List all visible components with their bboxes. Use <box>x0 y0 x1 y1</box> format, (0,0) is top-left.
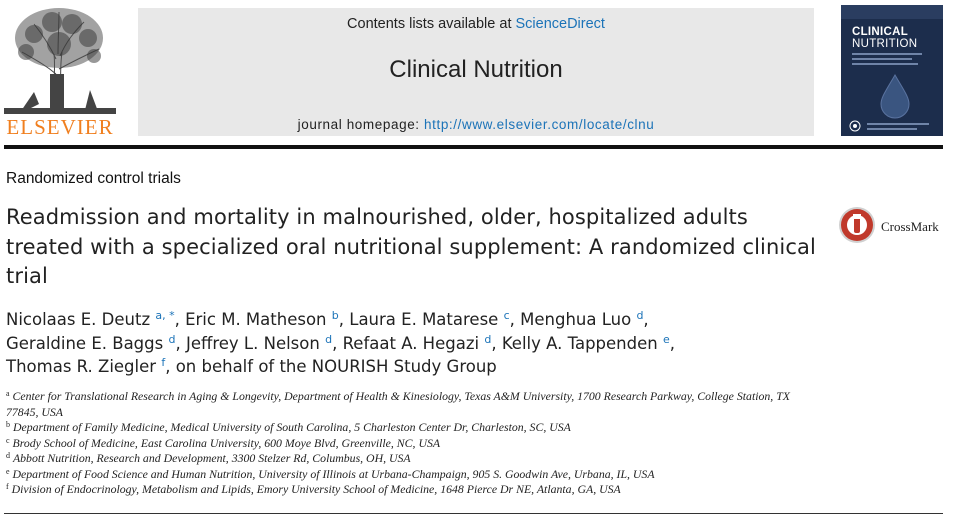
elsevier-logo[interactable] <box>4 4 116 136</box>
author-affiliation-mark[interactable]: d <box>168 332 176 346</box>
author-affiliation-mark[interactable]: a, * <box>155 309 175 322</box>
affiliation-text: Center for Translational Research in Agi… <box>6 389 790 419</box>
homepage-prefix: journal homepage: <box>297 117 425 132</box>
affiliation-letter: c <box>6 435 10 445</box>
journal-banner: Contents lists available at ScienceDirec… <box>138 8 814 136</box>
article-section: Randomized control trials <box>6 170 181 187</box>
author-name[interactable]: Jeffrey L. Nelson <box>185 333 320 353</box>
affiliation-letter: a <box>6 389 10 398</box>
affiliation-list: a Center for Translational Research in A… <box>6 389 816 498</box>
cover-title-line-1: CLINICAL <box>852 26 909 38</box>
contents-line: Contents lists available at ScienceDirec… <box>138 16 814 32</box>
author-list: Nicolaas E. Deutz a, *, Eric M. Matheson… <box>6 309 676 376</box>
study-group: on behalf of the NOURISH Study Group <box>175 357 497 376</box>
affiliation-item: a Center for Translational Research in A… <box>6 389 816 420</box>
author-name[interactable]: Refaat A. Hegazi <box>342 333 480 353</box>
tree-icon <box>4 4 116 116</box>
affiliation-item: c Brody School of Medicine, East Carolin… <box>6 436 816 452</box>
author-name[interactable]: Kelly A. Tappenden <box>501 333 658 353</box>
affiliation-text: Division of Endocrinology, Metabolism an… <box>11 482 621 496</box>
article-title: Readmission and mortality in malnourishe… <box>6 205 816 288</box>
affiliation-text: Department of Food Science and Human Nut… <box>12 466 655 481</box>
author-name[interactable]: Thomas R. Ziegler <box>6 357 157 376</box>
author-affiliation-mark[interactable]: d <box>636 309 644 322</box>
sciencedirect-link[interactable]: ScienceDirect <box>515 16 605 32</box>
contents-prefix: Contents lists available at <box>347 16 516 32</box>
author-name[interactable]: Nicolaas E. Deutz <box>6 310 151 329</box>
publisher-wordmark: ELSEVIER <box>6 115 114 139</box>
author-affiliation-mark[interactable]: b <box>331 309 339 322</box>
crossmark-icon[interactable] <box>837 205 947 245</box>
author-affiliation-mark[interactable]: f <box>161 356 166 369</box>
affiliation-item: d Abbott Nutrition, Research and Develop… <box>6 451 816 467</box>
affiliation-letter: e <box>6 466 10 476</box>
author-affiliation-mark[interactable]: d <box>484 332 492 346</box>
footer-rule <box>4 513 943 514</box>
homepage-line: journal homepage: http://www.elsevier.co… <box>138 117 814 132</box>
crossmark-label[interactable]: CrossMark <box>881 219 939 234</box>
author-name[interactable]: Menghua Luo <box>520 310 632 329</box>
journal-homepage-link[interactable]: http://www.elsevier.com/locate/clnu <box>424 117 655 132</box>
cover-seal-icon <box>849 120 861 132</box>
header-rule <box>4 145 943 149</box>
affiliation-text: Department of Family Medicine, Medical U… <box>12 420 571 434</box>
affiliation-text: Brody School of Medicine, East Carolina … <box>12 435 441 450</box>
cover-drop-icon <box>880 73 910 119</box>
journal-cover[interactable]: CLINICAL NUTRITION <box>841 5 943 136</box>
author-name[interactable]: Eric M. Matheson <box>185 310 327 329</box>
cover-title-line-2: NUTRITION <box>852 38 918 50</box>
author-affiliation-mark[interactable]: c <box>503 309 510 322</box>
affiliation-letter: d <box>6 451 10 460</box>
author-name[interactable]: Laura E. Matarese <box>349 310 499 329</box>
affiliation-letter: f <box>6 482 9 491</box>
journal-title: Clinical Nutrition <box>389 56 563 83</box>
affiliation-item: e Department of Food Science and Human N… <box>6 467 816 483</box>
affiliation-text: Abbott Nutrition, Research and Developme… <box>12 451 411 465</box>
author-affiliation-mark[interactable]: e <box>662 332 670 346</box>
author-affiliation-mark[interactable]: d <box>325 332 333 346</box>
affiliation-item: b Department of Family Medicine, Medical… <box>6 420 816 436</box>
author-name[interactable]: Geraldine E. Baggs <box>6 333 164 353</box>
affiliation-item: f Division of Endocrinology, Metabolism … <box>6 482 816 498</box>
affiliation-letter: b <box>6 420 10 429</box>
